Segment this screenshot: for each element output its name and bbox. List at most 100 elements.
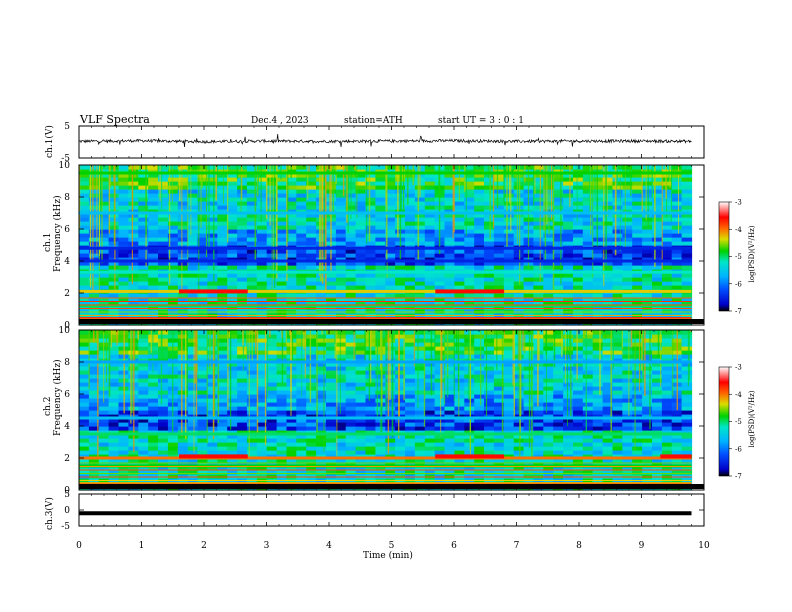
ch2-spectrogram-bin: [503, 406, 515, 411]
ch1-spectrogram-bin: [375, 201, 386, 206]
ch1-spectrogram-bin: [602, 181, 614, 186]
ch2-spectrogram-bin: [622, 430, 633, 435]
ch2-spectrogram-bin: [316, 458, 327, 463]
ch2-spectrogram-bin: [237, 458, 248, 463]
ch1-spectrogram-bin: [207, 197, 218, 202]
ch2-spectrogram-bin: [217, 442, 228, 447]
header-start-time: start UT = 3 : 0 : 1: [438, 116, 524, 126]
ch2-spectrogram-bin: [503, 366, 515, 371]
ch1-spectrogram-bin: [128, 189, 139, 194]
ch1-spectrogram-bin: [167, 273, 179, 278]
ch1-spectrogram-bin: [167, 225, 179, 230]
ch1-spectrogram-bin: [523, 277, 535, 282]
ch2-spectrogram-bin: [642, 422, 653, 427]
ch2-spectrogram-bin: [414, 358, 426, 363]
ch2-spectrogram-bin: [503, 454, 515, 459]
ch1-spectrogram-bin: [148, 221, 159, 226]
ch2-spectrogram-bin: [266, 466, 278, 471]
ch1-spectrogram-bin: [474, 241, 485, 246]
ch1-spectrogram-bin: [642, 233, 653, 238]
ch2-spectrogram-bin: [474, 426, 485, 431]
ch2-spectrogram-bin: [444, 466, 455, 471]
ch2-spectrogram-bin: [108, 366, 120, 371]
ch2-spectrogram-bin: [592, 442, 604, 447]
ch2-spectrogram-bin: [256, 382, 268, 387]
ch2-spectrogram-bin: [88, 414, 100, 419]
ch1-spectrogram-bin: [256, 253, 268, 258]
ch1-spectrogram-bin: [592, 181, 604, 186]
ch2-spectrogram-bin: [335, 434, 347, 439]
ch1-spectrogram-bin: [217, 165, 228, 170]
ch2-spectrogram-bin: [444, 470, 455, 475]
ch1-spectrogram-bin: [187, 197, 199, 202]
ch2-spectrogram-bin: [148, 466, 159, 471]
ch1-spectrogram-bin: [513, 297, 525, 302]
ch2-spectrogram-bin: [197, 382, 208, 387]
ch1-spectrogram-bin: [79, 257, 90, 262]
ch2-spectrogram-bin: [237, 414, 248, 419]
ch1-spectrogram-bin: [533, 285, 544, 290]
ch2-spectrogram-bin: [533, 434, 544, 439]
ch2-spectrogram-bin: [227, 418, 238, 423]
ch1-spectrogram-bin: [79, 261, 90, 266]
ch1-spectrogram-bin: [79, 169, 90, 174]
ch1-spectrogram-bin: [256, 249, 268, 254]
ch1-spectrogram-bin: [414, 205, 426, 210]
ch1-spectrogram-bin: [592, 241, 604, 246]
ch1-spectrogram-bin: [246, 201, 258, 206]
ch1-spectrogram-bin: [98, 205, 110, 210]
ch1-spectrogram-bin: [632, 185, 643, 190]
ch2-spectrogram-bin: [335, 362, 347, 367]
ch1-waveform-panel: 5-5: [61, 122, 705, 164]
ch1-spectrogram-bin: [98, 165, 110, 170]
ch1-spectrogram-bin: [296, 293, 307, 298]
ch2-spectrogram-bin: [592, 410, 604, 415]
ch2-spectrogram-bin: [98, 474, 110, 479]
ch1-spectrogram-bin: [464, 261, 475, 266]
ch2-spectrogram-bin: [79, 466, 90, 471]
ch1-spectrogram-bin: [553, 169, 564, 174]
ch1-spectrogram-bin: [79, 233, 90, 238]
ch2-spectrogram-bin: [395, 354, 406, 359]
ch1-spectrogram-bin: [355, 185, 367, 190]
ch1-spectrogram-bin: [424, 173, 436, 178]
ch2-spectrogram-bin: [661, 422, 673, 427]
ch1-spectrogram-bin: [207, 185, 218, 190]
ch1-spectrogram-bin: [167, 281, 179, 286]
ch2-spectrogram-bin: [632, 382, 643, 387]
ch2-spectrogram-bin: [79, 426, 90, 431]
ch2-spectrogram-bin: [543, 398, 554, 403]
ch2-spectrogram-bin: [493, 362, 505, 367]
ch2-spectrogram-bin: [414, 462, 426, 467]
ch1-spectrogram-bin: [405, 293, 416, 298]
ch1-spectrogram-bin: [79, 165, 90, 170]
ch1-spectrogram-bin: [582, 233, 594, 238]
ch2-spectrogram-bin: [138, 354, 149, 359]
ch2-spectrogram-bin: [395, 450, 406, 455]
ch1-spectrogram-bin: [474, 173, 485, 178]
ch2-spectrogram-bin: [138, 462, 149, 467]
ch1-spectrogram-bin: [88, 309, 100, 314]
ch1-spectrogram-bin: [246, 165, 258, 170]
ch1-spectrogram-bin: [493, 201, 505, 206]
ch1-spectrogram-bin: [237, 293, 248, 298]
ch1-spectrogram-bin: [246, 261, 258, 266]
ch1-spectrogram-bin: [88, 281, 100, 286]
ch1-spectrogram-bin: [256, 197, 268, 202]
ch2-spectrogram-bin: [622, 366, 633, 371]
ch2-spectrogram-bin: [296, 470, 307, 475]
ch1-spectrogram-bin: [424, 209, 436, 214]
ch2-spectrogram-bin: [326, 438, 337, 443]
ch1-spectrogram-bin: [385, 165, 396, 170]
ch1-spectrogram-bin: [652, 209, 663, 214]
ch2-spectrogram-bin: [207, 366, 218, 371]
ch1-spectrogram-bin: [79, 177, 90, 182]
ch2-spectrogram-bin: [217, 362, 228, 367]
ch2-spectrogram-bin: [493, 382, 505, 387]
ch1-spectrogram-bin: [553, 277, 564, 282]
ch2-spectrogram-bin: [197, 366, 208, 371]
ch1-spectrogram-bin: [326, 301, 337, 306]
ch2-spectrogram-bin: [464, 354, 475, 359]
ch1-spectrogram-bin: [414, 301, 426, 306]
ch1-spectrogram-bin: [345, 265, 357, 270]
